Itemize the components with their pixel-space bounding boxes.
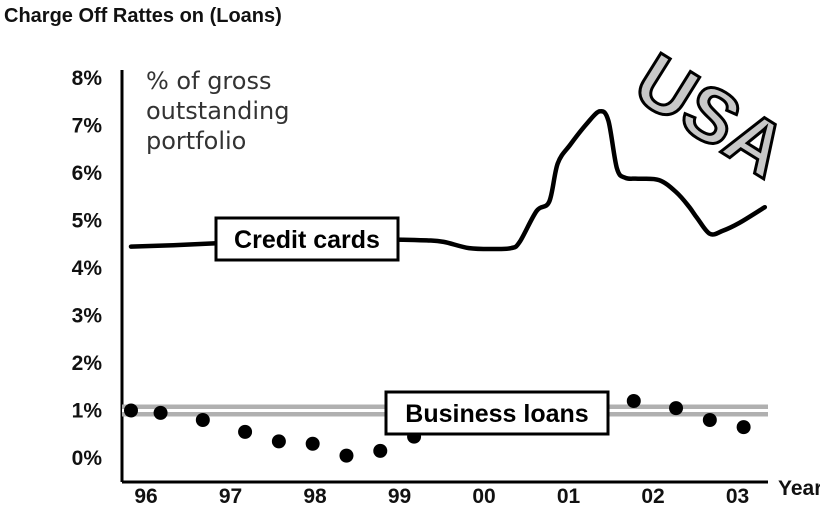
y-tick-label: 1% xyxy=(72,400,103,423)
usa-logo: USA xyxy=(619,36,803,196)
business-loans-point xyxy=(195,413,210,427)
x-tick-label: 99 xyxy=(388,485,411,506)
business-loans-point xyxy=(702,413,717,427)
business-loans-point xyxy=(669,401,684,416)
x-axis-label: Year xyxy=(778,477,820,500)
y-tick-labels: 0% 1% 2% 3% 4% 5% 6% 7% 8% xyxy=(72,67,103,470)
y-tick-label: 3% xyxy=(72,305,103,328)
y-tick-label: 2% xyxy=(72,352,103,375)
x-tick-label: 03 xyxy=(726,485,749,506)
x-tick-label: 98 xyxy=(303,485,327,506)
credit-cards-label-box: Credit cards xyxy=(214,216,400,262)
business-loans-point xyxy=(271,434,286,449)
business-loans-point xyxy=(238,424,253,439)
business-loans-point xyxy=(339,448,354,463)
business-loans-label: Business loans xyxy=(405,400,588,428)
business-loans-point xyxy=(373,443,388,458)
x-tick-label: 96 xyxy=(134,485,157,506)
chart-title: Charge Off Rattes on (Loans) xyxy=(4,5,282,27)
x-tick-label: 02 xyxy=(641,485,664,506)
annotation-line: % of gross xyxy=(146,67,271,95)
business-loans-point xyxy=(153,405,168,420)
business-loans-series xyxy=(124,391,751,463)
annotation-line: outstanding xyxy=(146,97,289,125)
x-tick-label: 00 xyxy=(472,485,495,506)
business-loans-point xyxy=(626,394,641,408)
y-tick-label: 4% xyxy=(72,257,103,280)
y-tick-label: 5% xyxy=(72,210,103,233)
business-loans-point xyxy=(124,403,138,418)
credit-cards-label: Credit cards xyxy=(234,226,380,254)
business-loans-point xyxy=(305,436,320,451)
x-tick-labels: 96 97 98 99 00 01 02 03 xyxy=(134,485,749,506)
y-tick-label: 7% xyxy=(72,115,103,138)
region-label: USA xyxy=(620,37,801,194)
business-loans-label-box: Business loans xyxy=(384,390,610,436)
y-tick-label: 0% xyxy=(72,447,103,470)
y-tick-label: 6% xyxy=(72,162,103,185)
y-tick-label: 8% xyxy=(72,67,103,90)
x-tick-label: 97 xyxy=(219,485,242,506)
annotation-line: portfolio xyxy=(146,127,246,155)
x-tick-label: 01 xyxy=(557,485,581,506)
business-loans-point xyxy=(736,420,751,435)
